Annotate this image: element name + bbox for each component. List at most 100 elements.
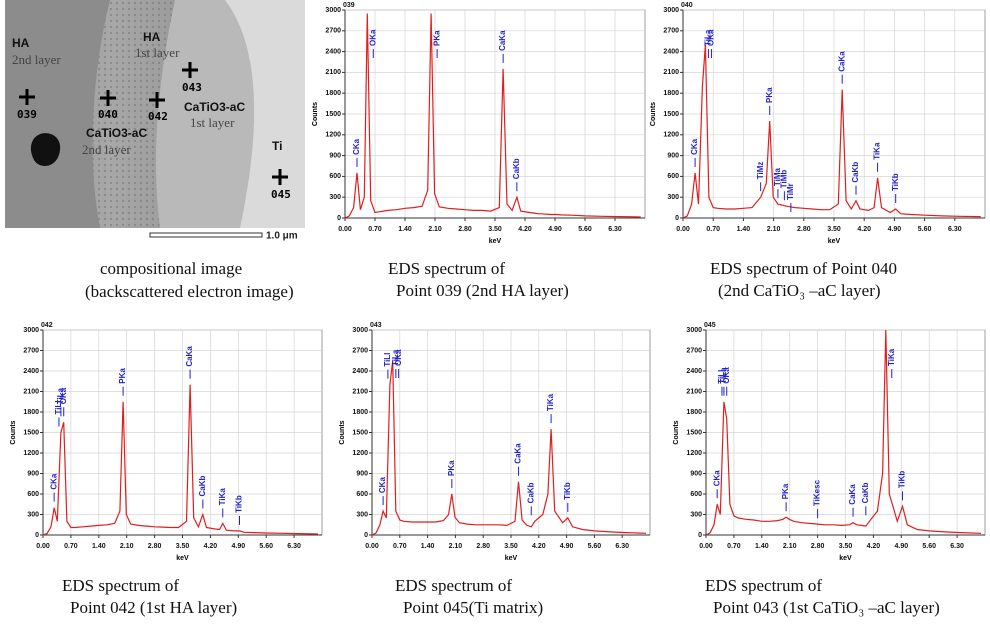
x-tick-label: 0.70 bbox=[393, 543, 407, 550]
peak-label: CKa bbox=[690, 138, 699, 155]
chart-caption: (2nd CaTiO₃ –aC layer) bbox=[718, 281, 881, 300]
spectrum-line bbox=[42, 384, 319, 536]
peak-label: TiKb bbox=[891, 173, 900, 191]
chart-caption: Point 042 (1st HA layer) bbox=[70, 598, 237, 617]
peak-label: CKa bbox=[378, 477, 387, 494]
y-tick-label: 0 bbox=[698, 532, 702, 539]
region-ti bbox=[225, 0, 305, 228]
peak-label: CaKa bbox=[848, 484, 857, 505]
y-tick-label: 1500 bbox=[23, 429, 39, 436]
x-tick-label: 1.40 bbox=[398, 226, 412, 233]
x-tick-label: 4.90 bbox=[560, 543, 574, 550]
y-tick-label: 300 bbox=[667, 194, 679, 201]
x-tick-label: 4.20 bbox=[204, 543, 218, 550]
y-axis-title: Counts bbox=[312, 102, 319, 126]
y-tick-label: 2400 bbox=[663, 48, 679, 55]
y-tick-label: 600 bbox=[329, 173, 341, 180]
region-name: CaTiO3-aC bbox=[184, 100, 245, 114]
y-tick-label: 2400 bbox=[325, 48, 341, 55]
peak-label: TiKa bbox=[218, 488, 227, 506]
x-tick-label: 4.20 bbox=[532, 543, 546, 550]
y-tick-label: 1500 bbox=[663, 111, 679, 118]
peak-label: CaKa bbox=[185, 346, 194, 367]
y-tick-label: 2100 bbox=[325, 69, 341, 76]
peak-label: CaKa bbox=[514, 443, 523, 464]
x-tick-label: 2.10 bbox=[767, 226, 781, 233]
peak-label: CaKb bbox=[851, 162, 860, 183]
peak-label: TiKa bbox=[873, 142, 882, 160]
x-tick-label: 0.00 bbox=[676, 226, 690, 233]
y-tick-label: 1800 bbox=[663, 90, 679, 97]
peak-label: PKa bbox=[781, 483, 790, 499]
y-tick-label: 2100 bbox=[23, 388, 39, 395]
x-tick-label: 5.60 bbox=[259, 543, 273, 550]
peak-label: OKa bbox=[59, 387, 68, 404]
x-tick-label: 0.70 bbox=[64, 543, 78, 550]
y-tick-label: 2700 bbox=[325, 28, 341, 35]
y-tick-label: 1200 bbox=[23, 450, 39, 457]
y-axis-title: Counts bbox=[673, 420, 680, 444]
region-cat-1st bbox=[155, 0, 255, 228]
point-label: 040 bbox=[98, 108, 118, 121]
y-tick-label: 1200 bbox=[325, 132, 341, 139]
x-tick-label: 4.90 bbox=[548, 226, 562, 233]
y-tick-label: 1800 bbox=[352, 409, 368, 416]
x-tick-label: 6.30 bbox=[287, 543, 301, 550]
chart-caption: EDS spectrum of Point 040 bbox=[710, 259, 897, 278]
peak-label: CaKb bbox=[861, 482, 870, 503]
dark-particle bbox=[30, 133, 61, 166]
chart-caption: EDS spectrum of bbox=[395, 576, 512, 595]
y-tick-label: 2100 bbox=[352, 388, 368, 395]
y-tick-label: 1200 bbox=[663, 132, 679, 139]
x-tick-label: 0.00 bbox=[699, 543, 713, 550]
spectrum-chart: 0 300 600 900 1200 1500 1800 2100 2400 2700 3000 0.… bbox=[650, 2, 986, 300]
y-tick-label: 0 bbox=[35, 532, 39, 539]
region-layer: 1st layer bbox=[135, 45, 180, 60]
y-tick-label: 0 bbox=[675, 215, 679, 222]
peak-label: TiKesc bbox=[813, 479, 822, 506]
x-tick-label: 2.80 bbox=[811, 543, 825, 550]
y-tick-label: 300 bbox=[27, 511, 39, 518]
y-tick-label: 1800 bbox=[23, 409, 39, 416]
peak-label: OKa bbox=[722, 367, 731, 384]
region-name: Ti bbox=[272, 139, 282, 153]
x-tick-label: 6.30 bbox=[950, 543, 964, 550]
x-tick-label: 0.00 bbox=[365, 543, 379, 550]
x-tick-label: 1.40 bbox=[737, 226, 751, 233]
region-texture bbox=[92, 0, 175, 228]
image-caption: (backscattered electron image) bbox=[85, 282, 294, 301]
chart-caption: Point 043 (1st CaTiO₃ –aC layer) bbox=[713, 598, 940, 617]
y-tick-label: 600 bbox=[27, 491, 39, 498]
chart-label: 045 bbox=[704, 322, 716, 329]
point-markers bbox=[19, 62, 288, 185]
peak-label: OKa bbox=[394, 349, 403, 366]
x-tick-label: 1.40 bbox=[92, 543, 106, 550]
peak-label: TiLl bbox=[54, 400, 63, 414]
y-tick-label: 3000 bbox=[352, 327, 368, 334]
x-axis-title: keV bbox=[505, 555, 518, 562]
x-tick-label: 1.40 bbox=[421, 543, 435, 550]
chart-caption: EDS spectrum of bbox=[62, 576, 179, 595]
y-tick-label: 1200 bbox=[686, 450, 702, 457]
y-tick-label: 900 bbox=[329, 152, 341, 159]
y-tick-label: 900 bbox=[356, 470, 368, 477]
chart-label: 042 bbox=[41, 322, 53, 329]
y-tick-label: 1500 bbox=[325, 111, 341, 118]
peak-label: PKa bbox=[447, 460, 456, 476]
peak-label: TiLl bbox=[383, 353, 392, 367]
chart-label: 043 bbox=[370, 322, 382, 329]
region-ha-2nd bbox=[5, 0, 110, 228]
y-axis-title: Counts bbox=[339, 420, 346, 444]
scale-label: 1.0 μm bbox=[266, 231, 298, 242]
x-tick-label: 1.40 bbox=[755, 543, 769, 550]
y-tick-label: 2700 bbox=[686, 347, 702, 354]
x-tick-label: 4.20 bbox=[518, 226, 532, 233]
x-tick-label: 0.70 bbox=[727, 543, 741, 550]
y-tick-label: 600 bbox=[356, 491, 368, 498]
x-tick-label: 0.70 bbox=[706, 226, 720, 233]
point-label: 045 bbox=[271, 188, 291, 201]
chart-caption: EDS spectrum of bbox=[388, 259, 505, 278]
x-tick-label: 5.60 bbox=[578, 226, 592, 233]
peak-label: TiMz bbox=[756, 162, 765, 180]
x-tick-label: 2.80 bbox=[148, 543, 162, 550]
